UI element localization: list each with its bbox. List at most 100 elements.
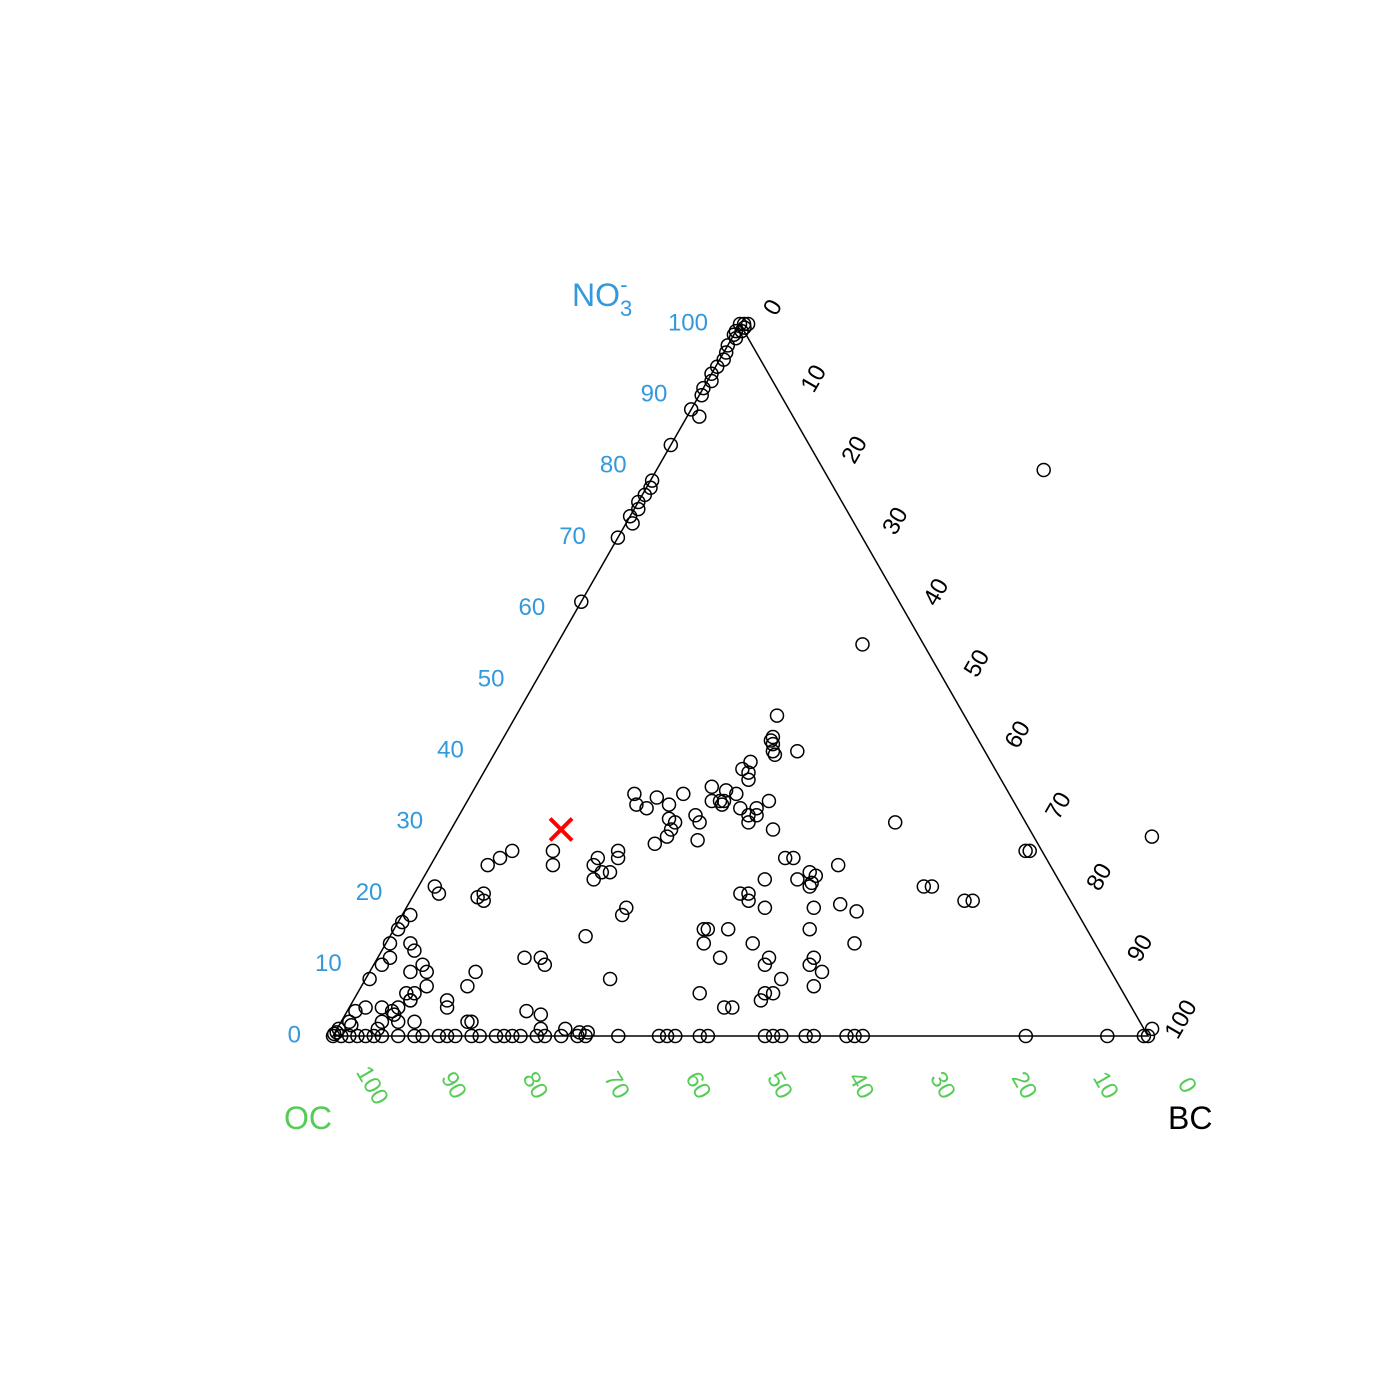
data-point — [765, 736, 781, 752]
data-point — [419, 978, 434, 994]
left-axis-tick-50: 50 — [761, 1067, 798, 1104]
data-point — [326, 1026, 342, 1042]
data-point — [403, 993, 418, 1008]
data-point — [374, 1014, 390, 1030]
top-axis-tick-20: 20 — [356, 879, 383, 906]
data-point — [382, 950, 398, 965]
data-point — [488, 1028, 504, 1044]
data-point — [688, 808, 703, 823]
data-point — [887, 815, 903, 830]
data-point — [382, 936, 398, 951]
data-point — [644, 473, 660, 488]
data-point — [757, 872, 773, 887]
data-point — [700, 1028, 716, 1044]
data-point — [668, 1028, 683, 1044]
data-point — [470, 889, 485, 905]
data-point — [390, 1028, 406, 1044]
data-point — [374, 957, 390, 973]
data-point — [1022, 843, 1037, 859]
data-point — [370, 1021, 386, 1037]
data-point — [676, 786, 691, 802]
right-axis-tick-50: 50 — [959, 645, 996, 682]
data-point — [460, 978, 475, 994]
data-point — [733, 886, 748, 901]
data-point — [692, 986, 707, 1001]
data-point — [439, 1000, 455, 1015]
data-point — [696, 921, 712, 937]
top-axis-title: NO3- — [572, 272, 632, 321]
data-point — [631, 501, 646, 517]
data-point — [362, 971, 377, 987]
top-axis-ticks: 0 10 20 30 40 50 60 70 80 90 100 — [288, 309, 708, 1048]
right-axis-tick-20: 20 — [836, 432, 873, 469]
data-point — [622, 508, 638, 524]
data-point — [704, 793, 720, 809]
data-point — [407, 1014, 422, 1030]
data-point — [533, 1007, 549, 1022]
top-axis-tick-40: 40 — [437, 737, 464, 764]
left-axis-tick-100: 100 — [350, 1061, 393, 1109]
data-point — [769, 708, 785, 723]
data-point — [661, 797, 677, 812]
data-point — [1136, 1028, 1152, 1044]
data-point — [358, 1000, 373, 1015]
left-axis-ticks: 100 90 80 70 60 50 40 30 20 10 0 — [350, 1061, 1202, 1109]
data-point — [625, 516, 640, 531]
data-point — [545, 843, 561, 859]
data-point — [558, 1021, 573, 1037]
data-point — [505, 1028, 520, 1044]
data-point — [1144, 1021, 1160, 1037]
data-point — [586, 872, 601, 887]
top-axis-title-subscript: 3 — [620, 296, 632, 321]
data-point — [464, 1014, 479, 1030]
data-point — [790, 743, 805, 759]
data-point — [847, 936, 862, 951]
data-point — [407, 1028, 422, 1044]
data-point — [1100, 1028, 1115, 1044]
top-axis-tick-100: 100 — [668, 309, 708, 336]
data-point — [765, 1028, 781, 1044]
data-point — [732, 316, 748, 332]
data-point — [798, 1028, 813, 1044]
top-axis-tick-0: 0 — [288, 1021, 301, 1048]
data-point — [690, 832, 705, 848]
data-point — [649, 790, 665, 805]
data-point — [700, 921, 716, 937]
data-point — [415, 1028, 430, 1044]
data-point — [439, 993, 455, 1008]
left-axis-tick-90: 90 — [435, 1067, 472, 1104]
data-point — [714, 797, 730, 812]
data-point — [651, 1028, 667, 1044]
right-axis-tick-100: 100 — [1159, 995, 1202, 1043]
data-point — [629, 797, 644, 812]
data-point — [533, 950, 549, 965]
data-point — [830, 857, 846, 873]
data-point — [1018, 1028, 1034, 1044]
right-axis-tick-80: 80 — [1081, 859, 1118, 896]
data-point — [806, 1028, 822, 1044]
data-point — [726, 327, 742, 342]
data-point — [468, 964, 483, 980]
data-point — [403, 936, 418, 951]
data-point — [753, 993, 769, 1008]
data-point — [847, 1028, 862, 1044]
data-point — [741, 893, 756, 908]
data-point — [366, 1028, 382, 1044]
data-point — [329, 1025, 344, 1040]
data-point — [517, 950, 532, 965]
top-axis-tick-90: 90 — [641, 381, 668, 408]
data-point — [553, 1028, 569, 1044]
data-point — [586, 857, 601, 873]
data-point — [374, 1000, 390, 1015]
right-axis-title: BC — [1168, 1100, 1212, 1136]
data-point — [832, 897, 848, 912]
data-point — [757, 1028, 773, 1044]
data-point — [916, 879, 932, 894]
data-point — [1036, 462, 1051, 478]
data-point — [407, 943, 422, 958]
left-axis-tick-0: 0 — [1172, 1073, 1202, 1098]
highlight-x-marker — [548, 817, 574, 842]
data-point — [492, 850, 508, 866]
